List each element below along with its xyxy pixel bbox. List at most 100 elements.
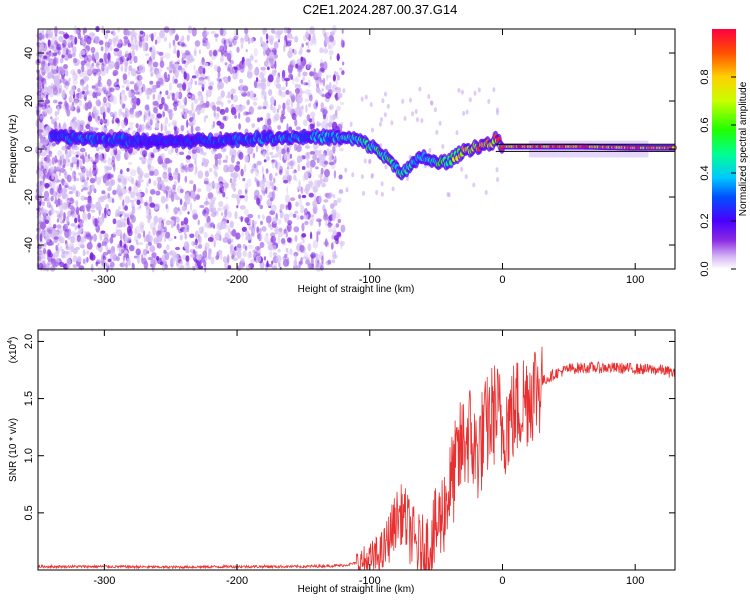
spectrogram-noise-speck <box>97 265 104 270</box>
snr-series-line <box>37 346 676 571</box>
spectrogram-noise-speck <box>226 257 229 265</box>
spectrogram-noise-speck <box>212 105 217 112</box>
spectrogram-noise-speck <box>189 233 195 239</box>
spectrogram-noise-speck <box>196 254 202 261</box>
spectrogram-noise-speck <box>191 209 198 216</box>
spectrogram-noise-speck <box>328 228 334 233</box>
spectrogram-noise-speck <box>319 62 324 66</box>
spectrogram-noise-speck <box>327 259 332 265</box>
spectrogram-noise-speck <box>246 99 249 106</box>
spectrogram-noise-speck <box>287 106 292 113</box>
spectrogram-noise-speck <box>257 105 263 109</box>
spectrogram-noise-speck <box>215 255 220 260</box>
spectrogram-noise-speck <box>53 251 59 258</box>
spectrogram-noise-speck <box>42 142 47 147</box>
spectrogram-noise-speck <box>327 44 331 50</box>
spectrogram-noise-speck <box>122 259 125 267</box>
spectrogram-noise-speck <box>214 112 220 120</box>
spectrogram-noise-speck <box>320 167 324 175</box>
spectrogram-noise-speck <box>89 172 93 179</box>
spectrogram-noise-speck <box>116 229 122 237</box>
spectrogram-noise-speck <box>369 102 373 108</box>
spectrogram-noise-speck <box>240 43 244 49</box>
spectrogram-noise-speck <box>362 190 365 196</box>
spectrogram-noise-speck <box>148 178 151 184</box>
spectrogram-noise-speck <box>110 45 113 51</box>
spectrogram-noise-speck <box>349 121 353 127</box>
spectrogram-noise-speck <box>262 150 266 158</box>
spectrogram-noise-speck <box>487 99 491 104</box>
spectrogram-noise-speck <box>183 241 190 250</box>
spectrogram-noise-speck <box>164 104 169 111</box>
spectrogram-noise-speck <box>43 209 47 217</box>
spectrogram-noise-speck <box>107 249 111 254</box>
spectrogram-noise-speck <box>409 97 412 103</box>
spectrogram-noise-speck <box>305 256 311 260</box>
spectrogram-noise-speck <box>216 106 221 112</box>
spectrogram-noise-speck <box>189 93 196 101</box>
spectrogram-noise-speck <box>243 111 249 116</box>
spectrogram-noise-speck <box>76 105 81 114</box>
spectrogram-noise-speck <box>38 161 44 165</box>
spectrogram-noise-speck <box>266 40 269 44</box>
spectrogram-noise-speck <box>97 197 103 203</box>
spectrogram-noise-speck <box>268 173 273 182</box>
spectrogram-noise-speck <box>72 149 75 155</box>
spectrogram-noise-speck <box>213 111 216 117</box>
spectrogram-noise-speck <box>112 189 117 195</box>
spectrogram-noise-speck <box>165 194 172 199</box>
spectrogram-noise-speck <box>165 90 169 96</box>
spectrogram-noise-speck <box>104 41 111 47</box>
spectrogram-noise-speck <box>315 205 318 213</box>
spectrogram-noise-speck <box>135 111 142 117</box>
spectrogram-noise-speck <box>52 224 57 229</box>
spectrogram-noise-speck <box>138 40 143 48</box>
spectrogram-noise-speck <box>123 103 126 108</box>
spectrogram-noise-speck <box>108 182 112 191</box>
spectrogram-noise-speck <box>124 253 128 258</box>
spectrogram-noise-speck <box>95 63 100 68</box>
spectrogram-noise-speck <box>128 212 132 221</box>
spectrogram-noise-speck <box>280 114 284 124</box>
spectrogram-noise-speck <box>244 188 248 195</box>
spectrogram-noise-speck <box>63 169 67 176</box>
spectrogram-noise-speck <box>37 171 44 179</box>
spectrogram-noise-speck <box>278 104 281 110</box>
spectrogram-noise-speck <box>50 195 54 202</box>
spectrogram-noise-speck <box>212 120 216 128</box>
spectrogram-noise-speck <box>277 218 282 225</box>
spectrogram-noise-speck <box>295 87 300 95</box>
spectrogram-noise-speck <box>278 169 283 176</box>
spectrogram-noise-speck <box>303 213 309 220</box>
spectrogram-noise-speck <box>435 129 439 135</box>
spectrogram-noise-speck <box>232 257 238 261</box>
spectrogram-noise-speck <box>58 84 63 93</box>
spectrogram-noise-speck <box>68 35 72 45</box>
spectrogram-noise-speck <box>197 188 202 193</box>
spectrogram-noise-speck <box>253 163 256 169</box>
spectrogram-noise-speck <box>105 91 112 98</box>
spectrogram-noise-speck <box>65 218 69 225</box>
spectrogram-noise-speck <box>204 170 209 178</box>
spectrogram-noise-speck <box>282 255 287 261</box>
spectrogram-noise-speck <box>317 76 322 81</box>
spectrogram-noise-speck <box>95 99 101 107</box>
spectrogram-noise-speck <box>121 93 127 102</box>
spectrogram-noise-speck <box>120 98 124 106</box>
spectrogram-noise-speck <box>287 237 292 243</box>
spectrogram-noise-speck <box>307 263 313 269</box>
spectrogram-noise-speck <box>234 114 237 119</box>
spectrogram-noise-speck <box>341 70 345 76</box>
spectrogram-noise-speck <box>160 195 166 204</box>
spectrogram-noise-speck <box>45 263 50 272</box>
spectrogram-noise-speck <box>141 125 144 134</box>
y-tick-label: 1.5 <box>23 391 35 406</box>
spectrogram-noise-speck <box>61 249 65 255</box>
spectrogram-noise-speck <box>64 185 68 188</box>
spectrogram-noise-speck <box>338 189 344 194</box>
spectrogram-noise-speck <box>104 172 111 179</box>
spectrogram-noise-speck <box>130 220 133 225</box>
spectrogram-noise-speck <box>95 61 100 66</box>
spectrogram-noise-speck <box>455 130 459 136</box>
